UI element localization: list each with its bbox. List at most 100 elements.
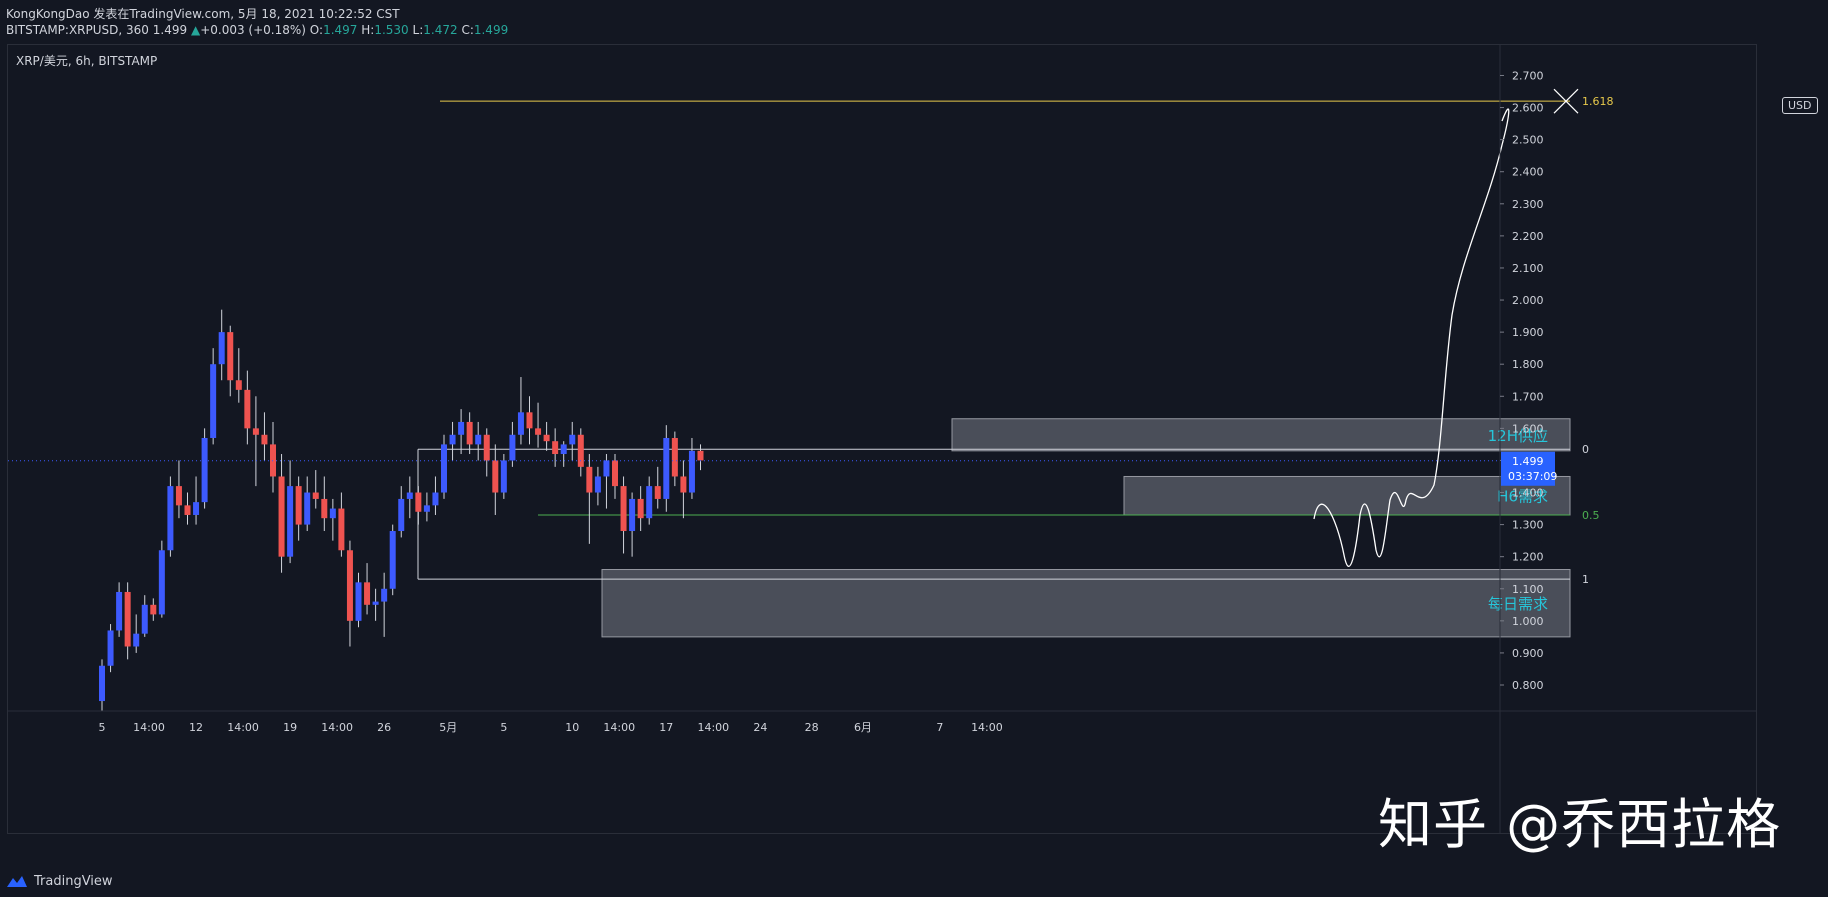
close-value: 1.499	[473, 23, 509, 37]
candle-body	[654, 486, 661, 499]
price-tick-label: 2.200	[1512, 230, 1544, 243]
candles-layer	[8, 309, 1500, 711]
candle-body	[475, 434, 482, 445]
time-tick-label: 14:00	[321, 721, 353, 734]
candle-body	[372, 601, 379, 605]
chart-pane[interactable]: XRP/美元, 6h, BITSTAMP 12H供应 H6需求 每日需求 1.618…	[7, 44, 1818, 834]
candle-body	[227, 332, 234, 381]
watermark: 知乎 @乔西拉格	[1378, 793, 1782, 856]
candle-body	[603, 460, 610, 477]
candle-body	[364, 582, 371, 605]
time-tick-label: 14:00	[971, 721, 1003, 734]
price-tick-label: 1.700	[1512, 390, 1544, 403]
price-tick-label: 0.800	[1512, 679, 1544, 692]
price-tick-label: 2.400	[1512, 166, 1544, 179]
candle-body	[287, 486, 294, 557]
currency-badge[interactable]: USD	[1782, 97, 1818, 114]
candle-body	[381, 588, 388, 602]
chart-header: KongKongDao 发表在TradingView.com, 5月 18, 2…	[0, 0, 1828, 42]
projection-sketch	[1313, 108, 1510, 568]
price-tick-label: 1.600	[1512, 422, 1544, 435]
candle-body	[201, 437, 208, 503]
candle-body	[150, 604, 157, 615]
countdown-label: 03:37:09	[1508, 470, 1557, 483]
candle-body	[680, 476, 687, 493]
candle-body	[304, 492, 311, 525]
time-tick-label: 12	[189, 721, 203, 734]
candle-body	[99, 665, 105, 702]
level-label: 1.618	[1582, 95, 1614, 108]
candle-body	[432, 492, 439, 506]
candle-body	[612, 460, 618, 487]
candle-body	[483, 434, 490, 461]
publish-line: KongKongDao 发表在TradingView.com, 5月 18, 2…	[6, 7, 400, 21]
candle-body	[261, 434, 268, 445]
candle-body	[158, 550, 165, 615]
high-label: H:	[361, 23, 375, 37]
candle-body	[509, 434, 516, 461]
high-value: 1.530	[374, 23, 409, 37]
target-x-mark	[1553, 88, 1579, 114]
time-tick-label: 6月	[854, 721, 872, 734]
price-tick-label: 2.700	[1512, 69, 1544, 82]
time-tick-label: 14:00	[227, 721, 259, 734]
candle-body	[543, 434, 550, 442]
candle-body	[175, 486, 182, 506]
tradingview-logo-icon	[7, 876, 27, 887]
price-tick-label: 2.100	[1512, 262, 1544, 275]
candle-body	[449, 434, 456, 445]
zone-label: 12H供应	[1488, 427, 1548, 445]
time-axis[interactable]: 5 14:00 12 14:00 19 14:00 26 5月 5 10 14:00 17 14:00 2…	[8, 710, 1756, 734]
candle-body	[312, 492, 319, 499]
last-price: 1.499	[152, 23, 188, 37]
candle-body	[184, 505, 191, 515]
price-tick-label: 1.000	[1512, 615, 1544, 628]
candle-body	[193, 502, 200, 515]
levels-layer: 1.618 0 0.5 1	[417, 95, 1614, 586]
zone-box	[1123, 475, 1571, 516]
candle-body	[107, 630, 114, 666]
time-tick-label: 5月	[439, 721, 457, 734]
tradingview-logo[interactable]: TradingView	[6, 871, 113, 891]
zone-box	[601, 569, 1571, 638]
time-tick-label: 7	[936, 721, 943, 734]
price-tick-label: 1.200	[1512, 551, 1544, 564]
candle-body	[141, 604, 148, 634]
candle-body	[535, 428, 542, 435]
candle-body	[235, 380, 242, 390]
time-tick-label: 10	[565, 721, 579, 734]
candle-body	[338, 508, 345, 551]
candle-body	[560, 444, 567, 455]
candle-body	[620, 486, 627, 532]
price-axis[interactable]: 2.700 2.600 2.500 2.400 2.300 2.200 2.100 2.000…	[1499, 45, 1557, 833]
candle-body	[458, 421, 465, 435]
candle-body	[663, 437, 670, 499]
tradingview-brand: TradingView	[34, 873, 113, 889]
candle-body	[577, 434, 584, 467]
publish-info: KongKongDao 发表在TradingView.com, 5月 18, 2…	[6, 5, 400, 22]
candle-body	[552, 441, 559, 455]
level-label: 1	[1582, 573, 1589, 586]
candle-body	[295, 486, 302, 525]
zone-label: H6需求	[1497, 488, 1548, 506]
candle-body	[278, 476, 285, 557]
price-tick-label: 1.900	[1512, 326, 1544, 339]
candle-body	[210, 364, 217, 438]
candle-body	[441, 444, 447, 493]
candle-body	[167, 486, 174, 551]
candle-body	[124, 591, 131, 647]
time-tick-label: 5	[99, 721, 106, 734]
time-tick-label: 14:00	[133, 721, 165, 734]
candle-body	[244, 389, 251, 429]
candle-body	[526, 412, 533, 429]
zone-label: 每日需求	[1488, 595, 1548, 613]
low-label: L:	[412, 23, 424, 37]
level-label: 0	[1582, 443, 1589, 456]
price-tick-label: 2.000	[1512, 294, 1544, 307]
time-tick-label: 28	[805, 721, 819, 734]
time-tick-label: 24	[753, 721, 767, 734]
candle-body	[671, 437, 678, 477]
candle-body	[569, 434, 576, 445]
